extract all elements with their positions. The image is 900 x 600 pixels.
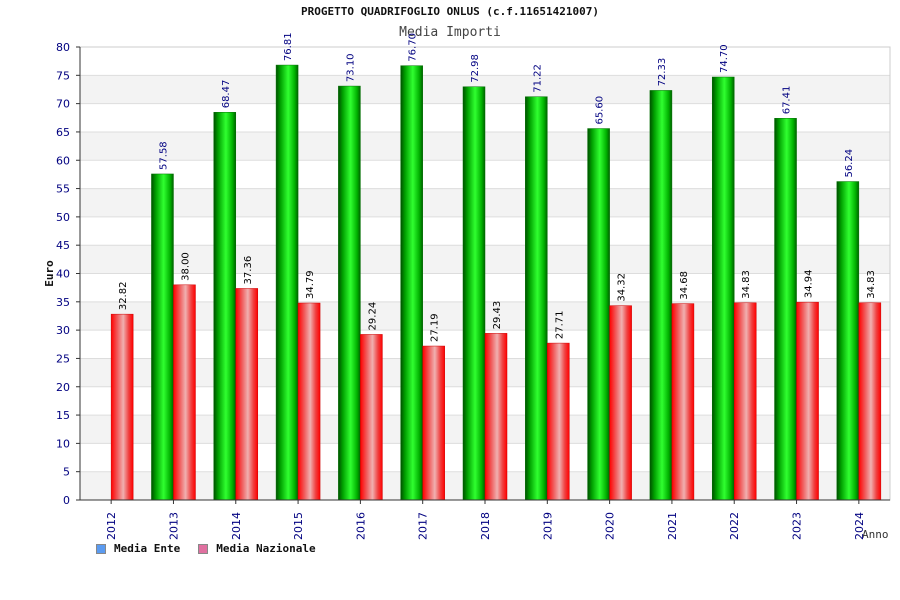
x-tick-label: 2023 [791,512,804,540]
chart-title: PROGETTO QUADRIFOGLIO ONLUS (c.f.1165142… [300,5,599,18]
y-axis-label: Euro [43,260,56,287]
x-tick-label: 2014 [230,512,243,540]
y-tick-label: 15 [56,409,70,422]
bar-media-nazionale-2015 [297,302,321,501]
y-tick-label: 5 [63,466,70,479]
data-label-media-nazionale-2015: 34.79 [305,270,316,299]
data-label-media-ente-2014: 68.47 [221,80,232,109]
y-tick-label: 25 [56,352,70,365]
bar-media-ente-2022 [711,76,735,501]
data-label-media-nazionale-2018: 29.43 [492,301,503,330]
x-tick-label: 2018 [479,512,492,540]
legend-swatch-media-nazionale [198,543,209,554]
y-tick-label: 60 [56,154,70,167]
x-tick-label: 2012 [105,512,118,540]
x-axis-label: Anno [862,528,889,541]
bar-media-nazionale-2021 [671,303,695,501]
y-tick-label: 50 [56,211,70,224]
x-tick-label: 2016 [354,512,367,540]
data-label-media-nazionale-2022: 34.83 [741,270,752,299]
data-label-media-ente-2023: 67.41 [782,86,793,115]
legend-item-media-ente: Media Ente [96,542,180,555]
data-label-media-ente-2018: 72.98 [470,54,481,83]
bar-media-nazionale-2018 [484,333,508,501]
bar-media-nazionale-2019 [547,342,570,501]
y-tick-label: 65 [56,126,70,139]
bar-media-nazionale-2024 [858,302,882,501]
x-tick-label: 2020 [604,512,617,540]
chart-subtitle: Media Importi [399,25,501,40]
data-label-media-nazionale-2016: 29.24 [367,302,378,331]
data-label-media-nazionale-2023: 34.94 [804,270,815,299]
y-tick-label: 45 [56,239,70,252]
x-tick-label: 2021 [666,512,679,540]
y-tick-label: 0 [63,494,70,507]
bar-media-ente-2023 [774,118,797,501]
data-label-media-nazionale-2019: 27.71 [554,310,565,339]
data-label-media-nazionale-2012: 32.82 [118,282,129,311]
x-tick-label: 2024 [853,512,866,540]
bar-media-nazionale-2012 [110,313,134,501]
bar-media-nazionale-2014 [235,288,259,501]
x-tick-label: 2015 [292,512,305,540]
y-tick-label: 75 [56,69,70,82]
bar-media-nazionale-2013 [173,284,196,501]
y-tick-label: 55 [56,183,70,196]
legend-label-media-nazionale: Media Nazionale [216,542,316,555]
y-tick-label: 80 [56,41,70,54]
bar-media-ente-2013 [151,173,174,501]
data-label-media-ente-2017: 76.70 [408,33,419,62]
data-label-media-nazionale-2013: 38.00 [180,252,191,281]
data-label-media-ente-2024: 56.24 [844,149,855,178]
data-label-media-ente-2015: 76.81 [283,32,294,61]
y-tick-label: 35 [56,296,70,309]
data-label-media-nazionale-2021: 34.68 [679,271,690,300]
x-tick-label: 2022 [728,512,741,540]
bar-media-ente-2014 [213,112,237,501]
bar-media-ente-2015 [275,64,299,501]
bar-media-ente-2024 [836,181,860,501]
x-tick-label: 2017 [417,512,430,540]
data-label-media-ente-2022: 74.70 [719,44,730,73]
bar-media-ente-2021 [649,90,673,501]
bar-media-ente-2016 [338,85,361,501]
plot-band [80,47,890,76]
bar-media-ente-2018 [462,86,486,501]
data-label-media-nazionale-2017: 27.19 [430,313,441,342]
y-tick-label: 70 [56,98,70,111]
data-label-media-ente-2016: 73.10 [345,53,356,82]
x-tick-label: 2013 [167,512,180,540]
data-label-media-ente-2013: 57.58 [158,141,169,170]
legend: Media Ente Media Nazionale [96,542,334,555]
data-label-media-ente-2021: 72.33 [657,58,668,87]
bar-media-nazionale-2023 [796,301,819,501]
legend-item-media-nazionale: Media Nazionale [198,542,316,555]
y-tick-label: 40 [56,268,70,281]
bar-media-nazionale-2020 [609,305,632,501]
y-tick-label: 30 [56,324,70,337]
bar-media-nazionale-2017 [422,345,445,501]
y-tick-label: 20 [56,381,70,394]
x-tick-label: 2019 [541,512,554,540]
legend-label-media-ente: Media Ente [114,542,181,555]
data-label-media-ente-2019: 71.22 [532,64,543,93]
data-label-media-nazionale-2024: 34.83 [866,270,877,299]
data-label-media-nazionale-2014: 37.36 [243,256,254,285]
bar-media-nazionale-2022 [733,302,757,501]
data-label-media-ente-2020: 65.60 [595,96,606,125]
bar-media-ente-2017 [400,65,423,501]
legend-swatch-media-ente [96,543,106,554]
bar-media-nazionale-2016 [360,334,383,501]
data-label-media-nazionale-2020: 34.32 [617,273,628,302]
y-tick-label: 10 [56,437,70,450]
bar-media-ente-2020 [587,128,610,501]
bar-media-ente-2019 [525,96,548,501]
